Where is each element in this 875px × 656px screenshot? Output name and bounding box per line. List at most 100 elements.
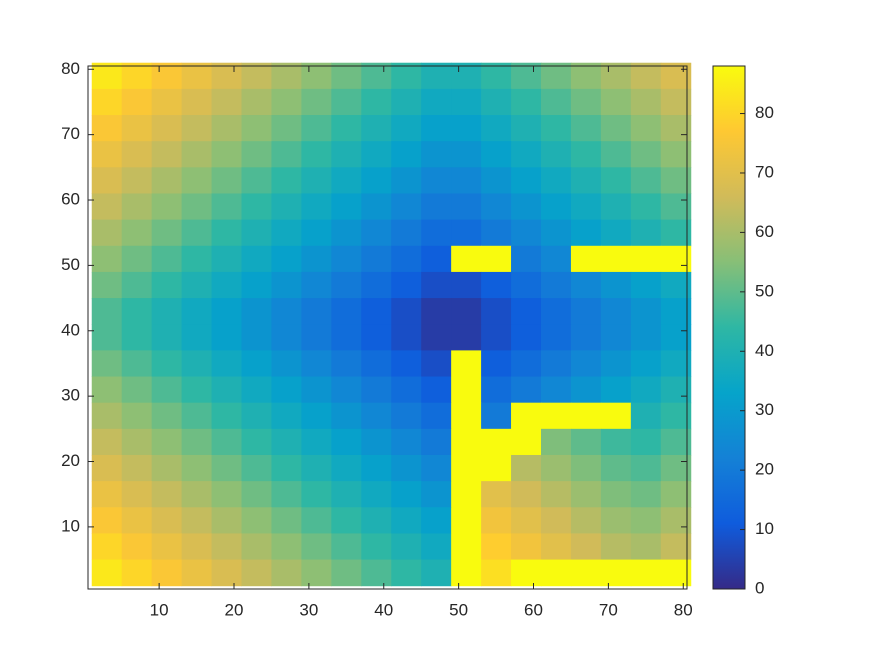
heat-cell — [241, 141, 272, 168]
heat-cell — [241, 62, 272, 90]
heat-cell — [331, 376, 362, 404]
y-tick-label: 50 — [61, 255, 80, 274]
heat-cell — [451, 115, 482, 142]
heat-cell — [570, 454, 602, 482]
heat-cell — [540, 245, 572, 273]
heat-cell — [481, 219, 512, 247]
heat-cell — [630, 350, 662, 378]
heat-cell — [511, 245, 542, 273]
heat-cell — [570, 115, 602, 142]
heat-cell — [91, 219, 123, 247]
heat-cell — [511, 271, 542, 299]
heat-cell — [391, 507, 422, 534]
heat-cell — [481, 115, 512, 142]
heat-cell — [151, 454, 183, 482]
heat-cell — [660, 298, 692, 325]
heat-cell — [121, 193, 153, 221]
heat-cell — [241, 298, 272, 325]
heat-cell — [331, 245, 362, 273]
heat-cell — [570, 533, 602, 561]
heat-cell — [451, 167, 482, 194]
heat-cell — [481, 454, 512, 482]
heat-cell — [421, 324, 452, 351]
heat-cell — [361, 88, 392, 116]
heat-cell — [331, 193, 362, 221]
heat-cell — [271, 245, 302, 273]
heat-cell — [391, 454, 422, 482]
y-tick-label: 20 — [61, 451, 80, 470]
heat-cell — [511, 88, 542, 116]
heat-cell — [630, 481, 662, 508]
heat-cell — [121, 376, 153, 404]
heat-cell — [481, 298, 512, 325]
colorbar-tick-label: 10 — [755, 519, 774, 538]
heat-cell — [211, 219, 242, 247]
heat-cell — [570, 376, 602, 404]
heat-cell — [421, 428, 452, 456]
heat-cell — [421, 376, 452, 404]
heat-cell — [301, 376, 332, 404]
heat-cell — [361, 298, 392, 325]
heat-cell — [421, 115, 452, 142]
heat-cell — [181, 324, 213, 351]
heat-cell — [391, 141, 422, 168]
heat-cell — [570, 428, 602, 456]
heat-cell — [540, 298, 572, 325]
heat-cell — [511, 219, 542, 247]
heat-cell — [421, 533, 452, 561]
heat-cell — [451, 533, 482, 561]
heat-cell — [630, 402, 662, 430]
x-tick-label: 40 — [374, 600, 393, 619]
heat-cell — [630, 324, 662, 351]
heat-cell — [600, 271, 632, 299]
heat-cell — [211, 271, 242, 299]
heat-cell — [421, 88, 452, 116]
heat-cell — [451, 271, 482, 299]
heat-cell — [271, 193, 302, 221]
colorbar-tick-label: 20 — [755, 460, 774, 479]
heat-cell — [630, 376, 662, 404]
heat-cell — [540, 324, 572, 351]
heat-cell — [391, 245, 422, 273]
heat-cell — [301, 298, 332, 325]
heat-cell — [181, 115, 213, 142]
heat-cell — [151, 245, 183, 273]
heat-cell — [451, 559, 482, 587]
heat-cell — [570, 559, 602, 587]
heat-cell — [151, 115, 183, 142]
heat-cell — [91, 376, 123, 404]
heat-cell — [181, 376, 213, 404]
heat-cell — [211, 324, 242, 351]
heat-cell — [421, 559, 452, 587]
heat-cell — [271, 350, 302, 378]
heat-cell — [301, 62, 332, 90]
heat-cell — [151, 376, 183, 404]
heat-cell — [630, 88, 662, 116]
heat-cell — [391, 481, 422, 508]
heat-cell — [361, 193, 392, 221]
heat-cell — [511, 481, 542, 508]
heat-cell — [151, 402, 183, 430]
heat-cell — [241, 428, 272, 456]
heat-cell — [211, 245, 242, 273]
heat-cell — [630, 533, 662, 561]
heat-cell — [600, 88, 632, 116]
heat-cell — [421, 298, 452, 325]
heat-cell — [301, 271, 332, 299]
heat-cell — [121, 324, 153, 351]
heat-cell — [181, 559, 213, 587]
heat-cell — [570, 141, 602, 168]
heat-cell — [660, 376, 692, 404]
heat-cell — [421, 245, 452, 273]
heat-cell — [451, 350, 482, 378]
heat-cell — [660, 245, 692, 273]
heat-cell — [361, 219, 392, 247]
heat-cell — [181, 533, 213, 561]
heat-cell — [391, 271, 422, 299]
heat-cell — [151, 219, 183, 247]
heat-cell — [511, 141, 542, 168]
heat-cell — [451, 62, 482, 90]
heat-cell — [241, 271, 272, 299]
heat-cell — [271, 141, 302, 168]
